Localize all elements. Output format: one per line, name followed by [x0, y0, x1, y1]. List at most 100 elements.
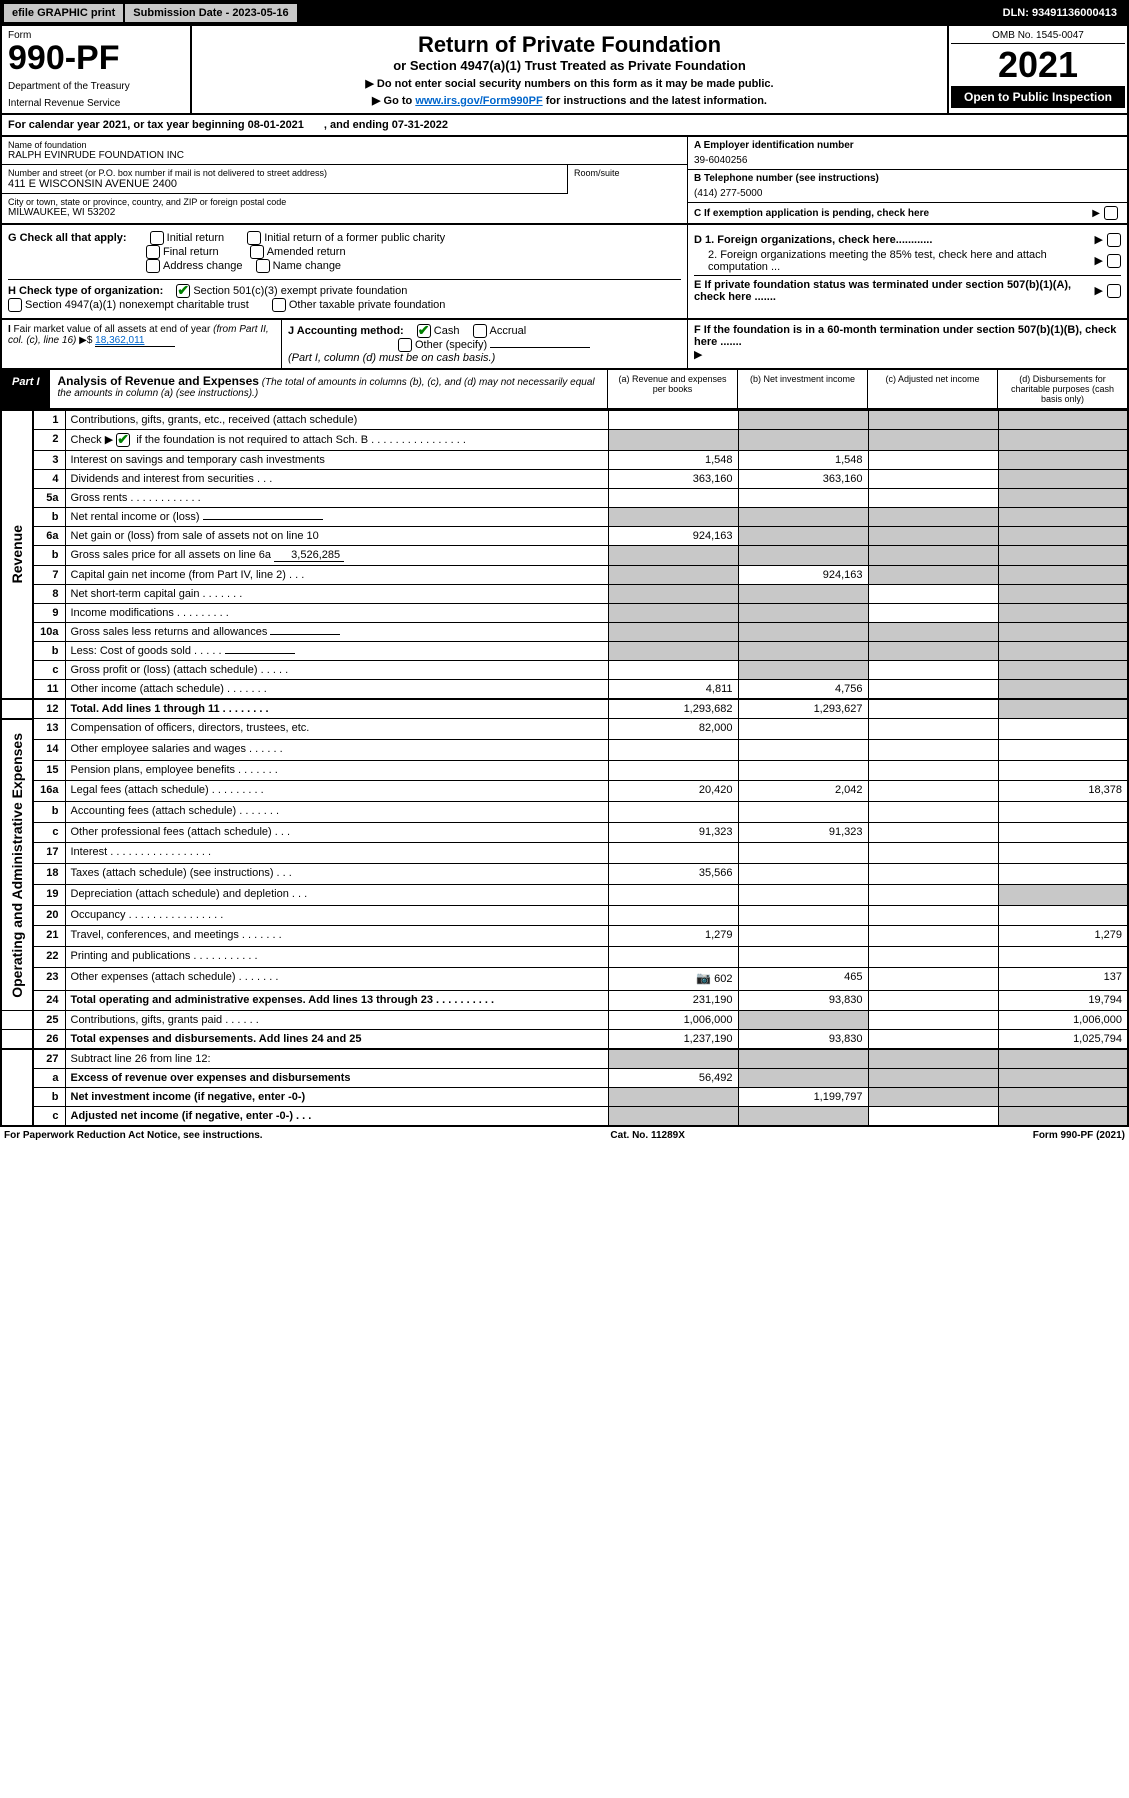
pending-checkbox[interactable] — [1104, 206, 1118, 220]
e-label: E If private foundation status was termi… — [694, 279, 1095, 303]
4947-checkbox[interactable] — [8, 298, 22, 312]
row-11-b: 4,756 — [738, 680, 868, 700]
row-9-num: 9 — [33, 604, 65, 623]
row-25-d: 1,006,000 — [998, 1011, 1128, 1030]
501c3-checkbox[interactable] — [176, 284, 190, 298]
form-subtitle: or Section 4947(a)(1) Trust Treated as P… — [198, 58, 941, 73]
initial-former-checkbox[interactable] — [247, 231, 261, 245]
row-24-b: 93,830 — [738, 990, 868, 1011]
row-20-num: 20 — [33, 905, 65, 926]
camera-icon[interactable]: 📷 — [696, 971, 711, 985]
row-15-num: 15 — [33, 760, 65, 781]
row-3-num: 3 — [33, 451, 65, 470]
row-13-a: 82,000 — [608, 719, 738, 740]
row-27a-desc: Excess of revenue over expenses and disb… — [65, 1069, 608, 1088]
row-8-desc: Net short-term capital gain . . . . . . … — [65, 585, 608, 604]
row-5b-desc: Net rental income or (loss) — [65, 508, 608, 527]
schb-checkbox[interactable] — [116, 433, 130, 447]
row-7-b: 924,163 — [738, 566, 868, 585]
row-24-desc: Total operating and administrative expen… — [65, 990, 608, 1011]
row-16a-num: 16a — [33, 781, 65, 802]
g-opt-3: Initial return of a former public charit… — [264, 232, 445, 244]
row-26-d: 1,025,794 — [998, 1030, 1128, 1050]
row-27b-num: b — [33, 1088, 65, 1107]
row-2-num: 2 — [33, 430, 65, 451]
j-note: (Part I, column (d) must be on cash basi… — [288, 352, 495, 364]
col-c-head: (c) Adjusted net income — [867, 370, 997, 408]
main-table: Revenue 1 Contributions, gifts, grants, … — [0, 410, 1129, 1127]
phone-label: B Telephone number (see instructions) — [694, 173, 1121, 184]
phone-value: (414) 277-5000 — [694, 184, 1121, 199]
omb-number: OMB No. 1545-0047 — [951, 28, 1125, 44]
fmv-value[interactable]: 18,362,011 — [95, 335, 175, 347]
irs-link[interactable]: www.irs.gov/Form990PF — [415, 95, 542, 107]
footer-right: Form 990-PF (2021) — [1033, 1130, 1125, 1141]
row-16c-desc: Other professional fees (attach schedule… — [65, 822, 608, 843]
row-27-num: 27 — [33, 1049, 65, 1069]
d2-label: 2. Foreign organizations meeting the 85%… — [694, 249, 1095, 273]
g-opt-2: Address change — [163, 260, 243, 272]
tax-year: 2021 — [951, 44, 1125, 86]
row-12-num: 12 — [33, 699, 65, 719]
cash-label: Cash — [434, 325, 460, 337]
row-23-num: 23 — [33, 967, 65, 990]
e-checkbox[interactable] — [1107, 284, 1121, 298]
row-21-a: 1,279 — [608, 926, 738, 947]
d2-checkbox[interactable] — [1107, 254, 1121, 268]
row-16c-a: 91,323 — [608, 822, 738, 843]
footer-left: For Paperwork Reduction Act Notice, see … — [4, 1130, 263, 1141]
row-23-b: 465 — [738, 967, 868, 990]
open-public: Open to Public Inspection — [951, 86, 1125, 108]
revenue-side-label: Revenue — [7, 515, 27, 593]
row-21-num: 21 — [33, 926, 65, 947]
row-16a-b: 2,042 — [738, 781, 868, 802]
row-15-desc: Pension plans, employee benefits . . . .… — [65, 760, 608, 781]
dept-text: Department of the Treasury — [8, 81, 184, 92]
name-change-checkbox[interactable] — [256, 259, 270, 273]
h-opt-3: Other taxable private foundation — [289, 299, 446, 311]
col-b-head: (b) Net investment income — [737, 370, 867, 408]
row-23-a: 📷 602 — [608, 967, 738, 990]
row-25-a: 1,006,000 — [608, 1011, 738, 1030]
row-27b-desc: Net investment income (if negative, ente… — [65, 1088, 608, 1107]
accrual-checkbox[interactable] — [473, 324, 487, 338]
row-10c-desc: Gross profit or (loss) (attach schedule)… — [65, 661, 608, 680]
row-23-desc: Other expenses (attach schedule) . . . .… — [65, 967, 608, 990]
row-3-a: 1,548 — [608, 451, 738, 470]
foundation-name: RALPH EVINRUDE FOUNDATION INC — [8, 150, 681, 161]
other-method-checkbox[interactable] — [398, 338, 412, 352]
row-14-num: 14 — [33, 739, 65, 760]
row-12-desc: Total. Add lines 1 through 11 . . . . . … — [65, 699, 608, 719]
row-25-desc: Contributions, gifts, grants paid . . . … — [65, 1011, 608, 1030]
final-return-checkbox[interactable] — [146, 245, 160, 259]
row-16c-b: 91,323 — [738, 822, 868, 843]
amended-checkbox[interactable] — [250, 245, 264, 259]
row-10b-desc: Less: Cost of goods sold . . . . . — [65, 642, 608, 661]
part1-header: Part I Analysis of Revenue and Expenses … — [0, 370, 1129, 410]
row-26-a: 1,237,190 — [608, 1030, 738, 1050]
j-label: J Accounting method: — [288, 325, 404, 337]
initial-return-checkbox[interactable] — [150, 231, 164, 245]
addr-change-checkbox[interactable] — [146, 259, 160, 273]
row-16c-num: c — [33, 822, 65, 843]
row-10c-num: c — [33, 661, 65, 680]
accrual-label: Accrual — [490, 325, 527, 337]
header-note-2: ▶ Go to www.irs.gov/Form990PF for instru… — [198, 94, 941, 107]
row-17-desc: Interest . . . . . . . . . . . . . . . .… — [65, 843, 608, 864]
row-10b-num: b — [33, 642, 65, 661]
row-7-num: 7 — [33, 566, 65, 585]
row-8-num: 8 — [33, 585, 65, 604]
d1-checkbox[interactable] — [1107, 233, 1121, 247]
row-18-desc: Taxes (attach schedule) (see instruction… — [65, 864, 608, 885]
row-3-desc: Interest on savings and temporary cash i… — [65, 451, 608, 470]
row-16a-d: 18,378 — [998, 781, 1128, 802]
efile-pill[interactable]: efile GRAPHIC print — [4, 4, 125, 22]
other-taxable-checkbox[interactable] — [272, 298, 286, 312]
note2-pre: ▶ Go to — [372, 95, 415, 107]
addr-label: Number and street (or P.O. box number if… — [8, 168, 561, 178]
cash-checkbox[interactable] — [417, 324, 431, 338]
row-1-num: 1 — [33, 411, 65, 430]
row-16b-desc: Accounting fees (attach schedule) . . . … — [65, 801, 608, 822]
h-opt-2: Section 4947(a)(1) nonexempt charitable … — [25, 299, 249, 311]
row-27b-b: 1,199,797 — [738, 1088, 868, 1107]
